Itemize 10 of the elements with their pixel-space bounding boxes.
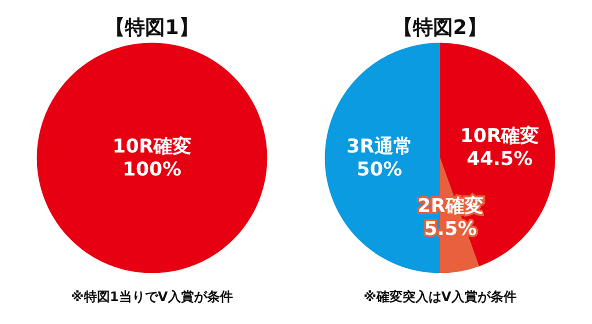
data-label: 44.5% <box>466 148 533 170</box>
text: ※特図1当りでV入賞が条件 <box>71 289 233 305</box>
chart-title: 【特図2】 <box>393 15 487 39</box>
text: ※確変突入はV入賞が条件 <box>364 289 516 305</box>
slice-label: 10R確変 <box>460 125 540 148</box>
slice-label: 3R通常 <box>346 135 412 158</box>
chart-title: 【特図1】 <box>105 15 199 39</box>
data-label: 50% <box>356 158 402 180</box>
data-label: 100% <box>122 158 182 180</box>
slice-label: 10R確変 <box>112 135 192 158</box>
